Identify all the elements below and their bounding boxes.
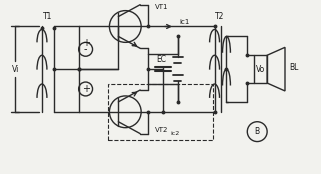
- Text: VT2: VT2: [155, 127, 169, 133]
- Text: T1: T1: [43, 12, 53, 21]
- Text: Vi: Vi: [12, 65, 19, 74]
- Text: Vo: Vo: [256, 65, 265, 74]
- Text: ic2: ic2: [170, 131, 179, 136]
- Text: -: -: [84, 44, 87, 54]
- Bar: [254, 55, 267, 83]
- Text: +: +: [82, 38, 90, 48]
- Text: T2: T2: [215, 12, 224, 21]
- Text: +: +: [82, 84, 90, 94]
- Text: ic1: ic1: [180, 18, 190, 25]
- Text: EC: EC: [156, 55, 166, 64]
- Text: B: B: [255, 127, 260, 136]
- Text: BL: BL: [289, 63, 298, 72]
- Text: VT1: VT1: [155, 4, 169, 10]
- Bar: [108, 84, 213, 140]
